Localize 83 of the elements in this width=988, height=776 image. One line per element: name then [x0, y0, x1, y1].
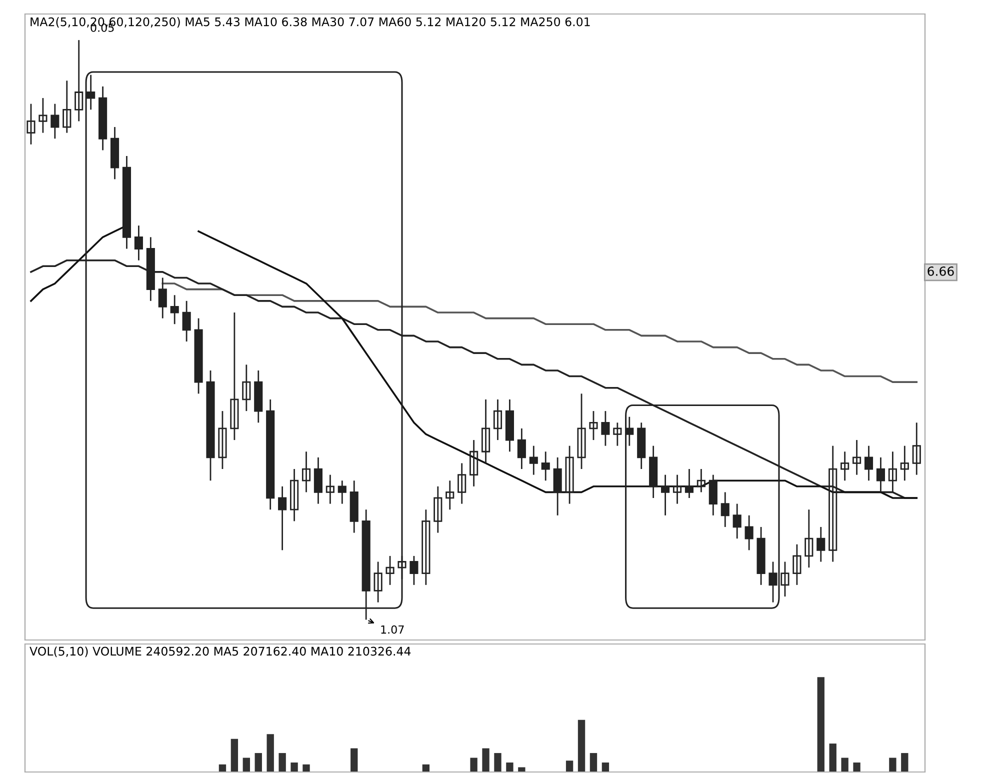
- candlestick: [900, 445, 909, 482]
- bar: [590, 753, 598, 772]
- bar: [302, 764, 310, 772]
- bar: [901, 753, 908, 772]
- candlestick: [565, 445, 574, 504]
- candlestick: [613, 422, 622, 447]
- candlestick: [62, 80, 72, 134]
- candlestick: [876, 456, 886, 493]
- candlestick: [218, 410, 227, 470]
- candlestick: [74, 39, 84, 122]
- candlestick: [864, 445, 874, 482]
- candlestick: [314, 456, 323, 504]
- bar: [853, 762, 860, 772]
- candlestick: [326, 474, 334, 504]
- candlestick: [338, 480, 346, 504]
- bar: [266, 734, 274, 772]
- bar: [422, 764, 430, 772]
- candlestick: [601, 410, 610, 447]
- candlestick: [553, 456, 562, 516]
- bar: [230, 738, 238, 772]
- candlestick: [589, 410, 598, 441]
- candlestick: [720, 492, 730, 528]
- bar: [242, 758, 250, 772]
- candlestick: [816, 526, 826, 562]
- candlestick: [434, 486, 442, 534]
- candlestick: [768, 561, 778, 604]
- candlestick: [182, 300, 191, 342]
- bar: [350, 748, 358, 772]
- candlestick: [840, 450, 850, 482]
- candlestick: [517, 428, 526, 470]
- candlestick: [302, 450, 311, 493]
- bar: [470, 758, 478, 772]
- candlestick: [577, 392, 586, 470]
- candlestick: [446, 480, 454, 510]
- candlestick: [374, 561, 382, 604]
- candlestick: [672, 474, 682, 504]
- candlestick: [134, 224, 143, 262]
- candlestick: [912, 422, 921, 476]
- candlestick: [242, 364, 251, 412]
- candlestick: [792, 544, 802, 586]
- candlestick: [481, 398, 490, 464]
- candlestick: [38, 97, 48, 134]
- text: 1.07: [381, 625, 404, 634]
- candlestick: [26, 103, 36, 146]
- candlestick: [529, 445, 538, 476]
- text: 6.66: [928, 266, 954, 276]
- candlestick: [732, 503, 742, 540]
- candlestick: [170, 294, 179, 325]
- candlestick: [386, 555, 394, 586]
- candlestick: [410, 555, 418, 586]
- candlestick: [230, 312, 239, 441]
- bar: [841, 758, 848, 772]
- candlestick: [493, 398, 502, 441]
- candlestick: [852, 439, 862, 476]
- candlestick: [661, 474, 670, 516]
- candlestick: [458, 462, 466, 504]
- bar: [602, 762, 610, 772]
- candlestick: [888, 450, 897, 493]
- text: VOL(5,10) VOLUME 240592.20 MA5 207162.40 MA10 210326.44: [30, 646, 411, 658]
- candlestick: [541, 450, 550, 482]
- candlestick: [708, 474, 718, 516]
- bar: [578, 720, 586, 772]
- bar: [817, 677, 824, 772]
- bar: [278, 753, 286, 772]
- bar: [482, 748, 490, 772]
- bar: [494, 753, 502, 772]
- candlestick: [744, 514, 754, 551]
- bar: [506, 762, 514, 772]
- bar: [829, 744, 836, 772]
- candlestick: [422, 508, 430, 586]
- candlestick: [696, 468, 706, 493]
- bar: [218, 764, 226, 772]
- candlestick: [684, 468, 694, 499]
- bar: [889, 758, 896, 772]
- candlestick: [158, 277, 167, 319]
- candlestick: [470, 439, 478, 488]
- bar: [566, 760, 574, 772]
- candlestick: [278, 486, 287, 551]
- bar: [254, 753, 262, 772]
- candlestick: [290, 468, 299, 522]
- candlestick: [50, 103, 60, 140]
- candlestick: [804, 508, 814, 568]
- bar: [290, 762, 298, 772]
